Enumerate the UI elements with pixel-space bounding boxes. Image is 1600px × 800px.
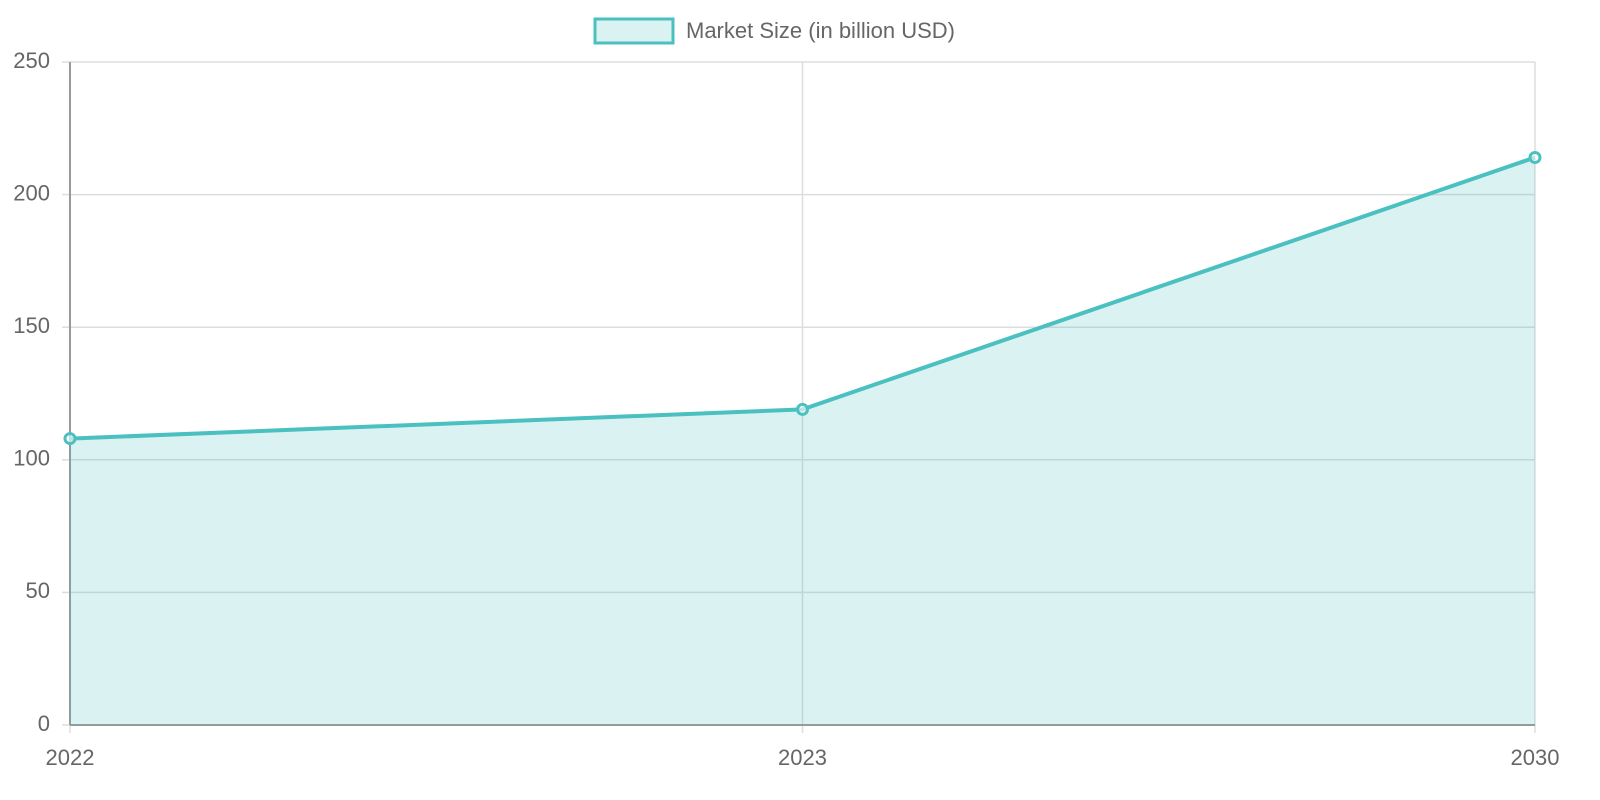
x-tick-label: 2023	[778, 745, 827, 770]
area-fill	[70, 157, 1535, 726]
point	[63, 432, 77, 446]
y-tick-label: 50	[26, 578, 50, 603]
y-tick-label: 100	[13, 446, 50, 471]
x-tick-label: 2022	[46, 745, 95, 770]
y-tick-label: 200	[13, 180, 50, 205]
x-tick-label: 2030	[1511, 745, 1560, 770]
point	[1528, 150, 1542, 164]
y-tick-label: 250	[13, 48, 50, 73]
legend-swatch	[593, 17, 675, 45]
legend-label: Market Size (in billion USD)	[686, 18, 955, 43]
y-tick-label: 150	[13, 313, 50, 338]
legend-item: Market Size (in billion USD)	[593, 17, 955, 45]
y-tick-label: 0	[38, 711, 50, 736]
point	[796, 402, 809, 416]
